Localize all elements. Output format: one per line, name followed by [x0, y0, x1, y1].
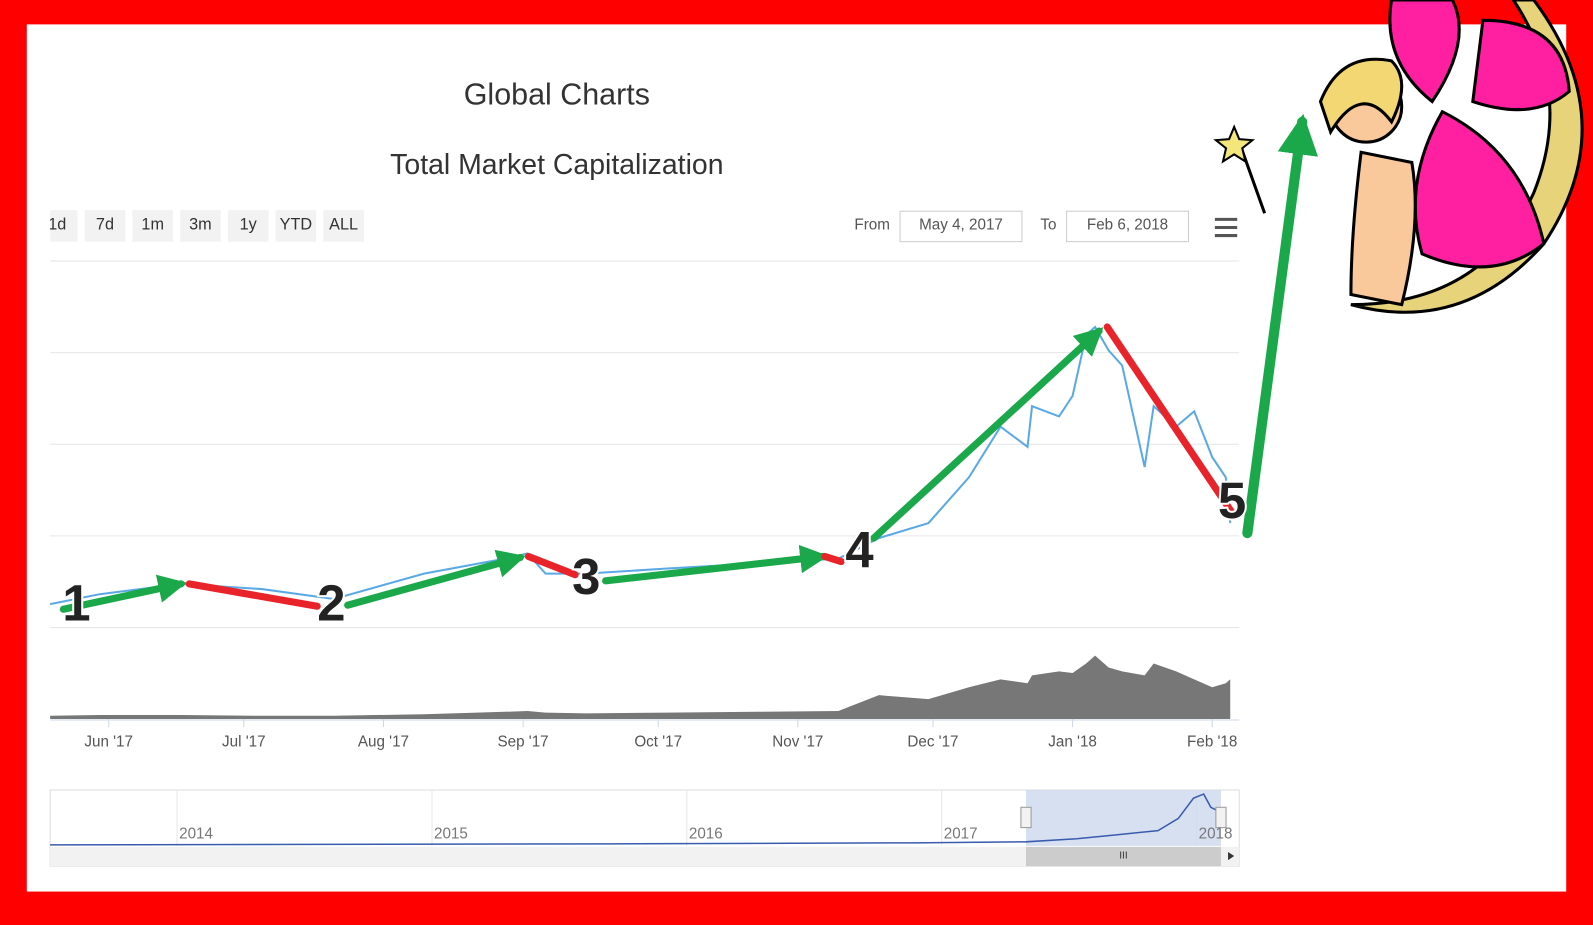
price-line	[49, 325, 1232, 606]
navigator-label: 2016	[689, 826, 723, 843]
x-tick-label: Jun '17	[84, 733, 133, 750]
range-button-label[interactable]: 1y	[240, 216, 258, 234]
to-date[interactable]: Feb 6, 2018	[1087, 216, 1168, 233]
annotation-number: 3	[572, 548, 600, 605]
annotation-number: 4	[845, 521, 873, 578]
x-tick-label: Sep '17	[498, 733, 549, 750]
annotation-arrows	[59, 113, 1319, 613]
annotation-number: 1	[62, 575, 90, 632]
range-button[interactable]	[84, 210, 126, 242]
navigator-label: 2018	[1199, 826, 1233, 843]
range-button-label[interactable]: 1d	[48, 216, 66, 234]
range-button[interactable]	[132, 210, 174, 242]
range-buttons: 1d 7d 1m 3m 1y YTD ALL	[37, 210, 364, 242]
x-tick-label: Jul '17	[222, 733, 266, 750]
navigator-label: 2017	[944, 826, 978, 843]
navigator: III	[49, 789, 1240, 867]
navigator-labels: 2014 2015 2016 2017 2018	[179, 826, 1232, 843]
x-tick-label: Aug '17	[358, 733, 409, 750]
annotation-number: 5	[1218, 472, 1246, 529]
title: Global Charts	[464, 78, 650, 112]
x-tick-label: Dec '17	[907, 733, 958, 750]
svg-text:III: III	[1119, 851, 1127, 862]
to-input[interactable]	[1066, 210, 1189, 243]
to-label: To	[1040, 216, 1056, 233]
from-input[interactable]	[899, 210, 1023, 243]
menu-icon[interactable]	[1214, 217, 1238, 238]
range-button-label[interactable]: 3m	[189, 216, 212, 234]
from-date[interactable]: May 4, 2017	[919, 216, 1003, 233]
x-tick-label: Oct '17	[634, 733, 682, 750]
annotation-number: 2	[317, 575, 345, 632]
panel	[26, 24, 1567, 892]
range-button-label[interactable]: 7d	[96, 216, 114, 234]
x-tick-label: Feb '18	[1187, 733, 1237, 750]
navigator-label: 2015	[434, 826, 468, 843]
annotations: 1 2 3 4 5	[60, 470, 1248, 634]
volume-area	[50, 655, 1231, 719]
x-axis-labels: Jun '17 Jul '17 Aug '17 Sep '17 Oct '17 Nov '…	[84, 718, 1237, 750]
range-button-label[interactable]: YTD	[280, 216, 312, 234]
range-button[interactable]	[37, 210, 78, 242]
grid	[50, 260, 1240, 629]
plot	[49, 325, 1232, 719]
x-tick-label: Jan '18	[1048, 733, 1097, 750]
x-tick-label: Nov '17	[772, 733, 823, 750]
range-button-label[interactable]: 1m	[141, 216, 164, 234]
range-button[interactable]	[180, 210, 221, 242]
subtitle: Total Market Capitalization	[390, 149, 723, 181]
from-label: From	[854, 216, 890, 233]
range-button-label[interactable]: ALL	[329, 216, 358, 234]
range-button[interactable]	[227, 210, 269, 242]
range-button[interactable]	[323, 210, 364, 242]
range-button[interactable]	[275, 210, 317, 242]
fairy-illustration	[1213, 0, 1584, 314]
navigator-label: 2014	[179, 826, 213, 843]
